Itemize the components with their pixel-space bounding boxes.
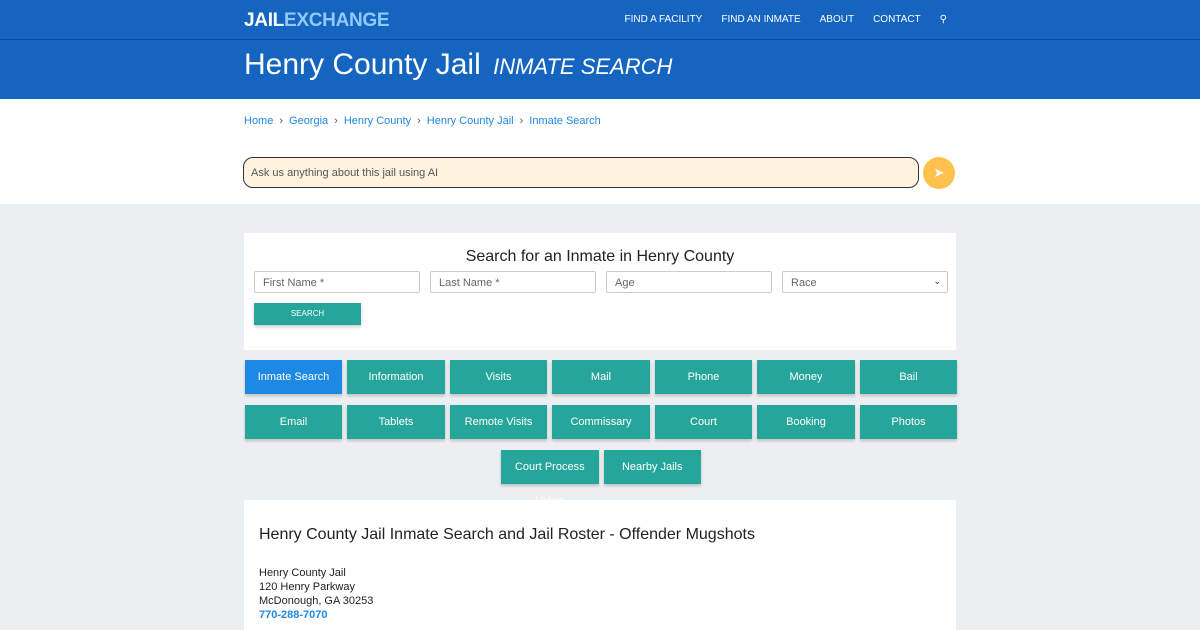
btn-court-process-video[interactable]: Court Process Video bbox=[501, 450, 599, 507]
btn-visits[interactable]: Visits bbox=[449, 360, 548, 394]
btn-mail[interactable]: Mail bbox=[552, 360, 650, 394]
chevron-right-icon: › bbox=[334, 115, 338, 127]
last-name-input[interactable]: Last Name * bbox=[430, 271, 596, 293]
hero: Henry County Jail INMATE SEARCH bbox=[0, 40, 1200, 99]
crumb-home[interactable]: Home bbox=[244, 115, 274, 127]
btn-commissary[interactable]: Commissary bbox=[552, 405, 650, 439]
chevron-down-icon: ⌄ bbox=[933, 276, 941, 286]
content-heading: Henry County Jail Inmate Search and Jail… bbox=[259, 526, 755, 543]
btn-photos[interactable]: Photos bbox=[859, 405, 958, 439]
crumb-jail[interactable]: Henry County Jail bbox=[426, 115, 514, 127]
nav-contact[interactable]: CONTACT bbox=[873, 14, 921, 25]
search-icon[interactable]: ⚲ bbox=[939, 14, 947, 25]
inmate-search-form: Search for an Inmate in Henry County Fir… bbox=[244, 233, 956, 350]
btn-nearby-jails[interactable]: Nearby Jails bbox=[603, 450, 701, 484]
crumb-inmate-search[interactable]: Inmate Search bbox=[529, 115, 601, 127]
section-buttons: Inmate Search Information Visits Mail Ph… bbox=[244, 360, 958, 507]
race-select[interactable]: Race ⌄ bbox=[782, 271, 948, 293]
first-name-input[interactable]: First Name * bbox=[254, 271, 420, 293]
phone-link[interactable]: 770-288-7070 bbox=[259, 609, 328, 621]
send-icon[interactable]: ➤ bbox=[923, 157, 955, 189]
address: Henry County Jail 120 Henry Parkway McDo… bbox=[259, 566, 941, 622]
chevron-right-icon: › bbox=[519, 115, 524, 127]
ai-question-input[interactable]: Ask us anything about this jail using AI bbox=[243, 157, 919, 188]
btn-tablets[interactable]: Tablets bbox=[347, 405, 445, 439]
search-button[interactable]: SEARCH bbox=[254, 303, 361, 325]
page-title: Henry County Jail INMATE SEARCH bbox=[244, 48, 673, 81]
age-input[interactable]: Age bbox=[606, 271, 772, 293]
btn-money[interactable]: Money bbox=[757, 360, 855, 394]
chevron-right-icon: › bbox=[279, 115, 284, 127]
btn-court[interactable]: Court bbox=[654, 405, 753, 439]
nav-about[interactable]: ABOUT bbox=[819, 14, 855, 25]
btn-inmate-search[interactable]: Inmate Search bbox=[244, 360, 343, 394]
chevron-right-icon: › bbox=[417, 115, 421, 127]
nav-find-inmate[interactable]: FIND AN INMATE bbox=[721, 14, 801, 25]
content-card: Henry County Jail Inmate Search and Jail… bbox=[244, 500, 956, 630]
btn-remote-visits[interactable]: Remote Visits bbox=[449, 405, 548, 439]
crumb-georgia[interactable]: Georgia bbox=[289, 115, 329, 127]
crumb-county[interactable]: Henry County bbox=[343, 115, 412, 127]
btn-booking[interactable]: Booking bbox=[757, 405, 855, 439]
btn-email[interactable]: Email bbox=[244, 405, 343, 439]
logo[interactable]: JAILEXCHANGE bbox=[244, 10, 390, 31]
btn-phone[interactable]: Phone bbox=[654, 360, 753, 394]
breadcrumb: Home › Georgia › Henry County › Henry Count… bbox=[244, 115, 601, 127]
top-nav: JAILEXCHANGE FIND A FACILITY FIND AN INM… bbox=[0, 0, 1200, 40]
search-title: Search for an Inmate in Henry County bbox=[465, 248, 735, 265]
btn-information[interactable]: Information bbox=[347, 360, 445, 394]
nav-find-facility[interactable]: FIND A FACILITY bbox=[624, 14, 703, 25]
btn-bail[interactable]: Bail bbox=[859, 360, 958, 394]
